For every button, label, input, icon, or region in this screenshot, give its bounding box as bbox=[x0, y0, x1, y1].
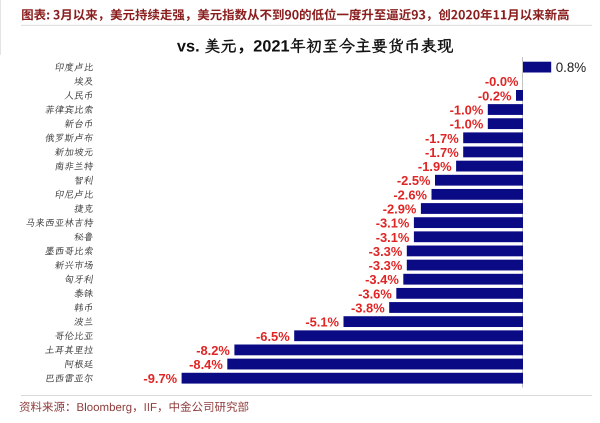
svg-text:-3.3%: -3.3% bbox=[369, 244, 403, 259]
svg-text:-3.1%: -3.1% bbox=[376, 230, 410, 245]
svg-text:-1.0%: -1.0% bbox=[450, 103, 484, 118]
svg-text:-2.6%: -2.6% bbox=[393, 187, 427, 202]
svg-text:-9.7%: -9.7% bbox=[143, 371, 177, 386]
svg-text:-1.7%: -1.7% bbox=[425, 145, 459, 160]
svg-text:-0.0%: -0.0% bbox=[485, 74, 519, 89]
svg-text:-3.1%: -3.1% bbox=[376, 216, 410, 231]
svg-text:-1.0%: -1.0% bbox=[450, 117, 484, 132]
svg-text:-8.4%: -8.4% bbox=[189, 357, 223, 372]
svg-text:-3.8%: -3.8% bbox=[351, 300, 385, 315]
svg-text:-2.9%: -2.9% bbox=[383, 202, 417, 217]
svg-text:-1.9%: -1.9% bbox=[418, 159, 452, 174]
svg-text:-2.5%: -2.5% bbox=[397, 173, 431, 188]
svg-text:-0.2%: -0.2% bbox=[478, 88, 512, 103]
svg-text:-1.7%: -1.7% bbox=[425, 131, 459, 146]
svg-text:-3.6%: -3.6% bbox=[358, 286, 392, 301]
svg-text:-3.4%: -3.4% bbox=[365, 272, 399, 287]
svg-text:-3.3%: -3.3% bbox=[369, 258, 403, 273]
svg-text:0.8%: 0.8% bbox=[556, 60, 587, 75]
svg-text:-6.5%: -6.5% bbox=[256, 329, 290, 344]
svg-text:-5.1%: -5.1% bbox=[305, 315, 339, 330]
svg-text:-8.2%: -8.2% bbox=[196, 343, 230, 358]
